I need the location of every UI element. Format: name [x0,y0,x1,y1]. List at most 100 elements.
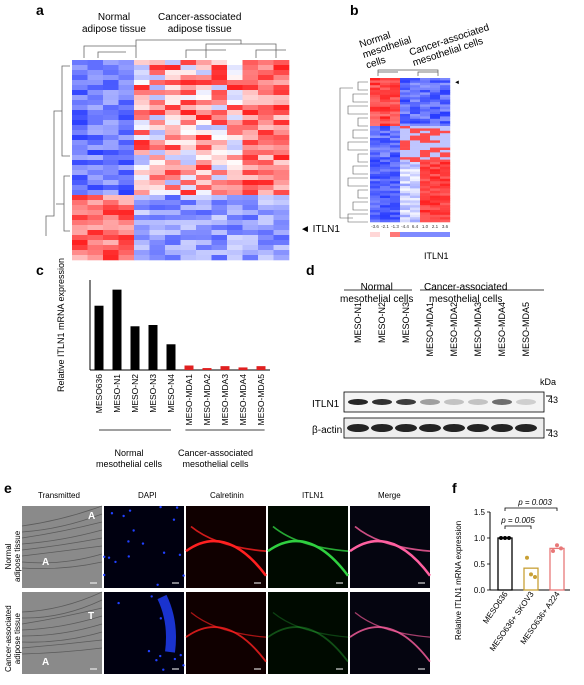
a-heat-cell [87,235,104,241]
b-heat-cell [370,135,381,139]
a-heat-cell [242,165,259,171]
a-heat-cell [87,80,104,86]
a-heat-cell [165,170,181,176]
a-heat-cell [118,150,135,156]
b-heat-cell [420,97,431,100]
b-heat-cell [410,152,421,156]
b-heat-cell [370,200,381,204]
b-heat-cell [430,123,441,127]
b-heat-cell [400,152,411,156]
e-fiber [21,537,103,551]
a-heat-cell [165,115,181,121]
a-heat-cell [134,155,150,161]
b-heat-cell [390,198,401,201]
e-signal-strand [349,539,431,577]
b-heat-cell [390,87,401,91]
a-heat-cell [149,185,166,191]
a-heat-cell [242,185,259,191]
b-heat-cell [440,114,451,117]
a-heat-cell [134,175,150,181]
b-heat-cell [440,181,451,184]
b-heat-cell [390,171,401,175]
b-heat-cell [390,111,401,115]
a-heat-cell [242,85,259,91]
a-heat-cell [72,245,88,251]
a-heat-cell [134,215,150,221]
b-heat-cell [440,80,451,84]
b-heat-cell [380,78,391,81]
b-heat-cell [430,138,441,141]
e-image-panel [22,506,102,588]
e-nucleus [182,574,185,577]
a-heat-cell [103,100,119,106]
c-bar [94,305,104,370]
a-heat-cell [72,230,88,236]
a-heat-cell [72,225,88,231]
b-heat-cell [390,104,401,108]
a-heat-cell [118,115,135,121]
a-heat-cell [258,235,274,241]
a-heat-cell [165,185,181,191]
a-heat-cell [227,185,243,191]
b-heat-cell [400,126,411,129]
a-heat-cell [211,125,228,131]
a-heat-cell [242,195,259,201]
b-itln1-label: ITLN1 [424,251,449,261]
a-heat-cell [134,125,150,131]
a-heat-cell [211,240,228,246]
a-heat-cell [196,95,212,101]
b-heat-cell [390,164,401,168]
a-heat-cell [273,80,290,86]
a-heat-cell [72,175,88,181]
a-heat-cell [258,140,274,146]
a-heat-cell [227,220,243,226]
b-heat-cell [400,195,411,199]
a-heat-cell [134,120,150,126]
d-band-actin [395,424,417,432]
a-group-cancer: Cancer-associated adipose tissue [158,12,242,35]
b-heat-cell [430,183,441,187]
b-heat-cell [430,140,441,144]
a-heat-cell [103,250,119,256]
b-heat-cell [410,188,421,192]
b-heat-cell [380,138,391,141]
a-heat-cell [118,210,135,216]
a-heat-cell [149,60,166,66]
b-heat-cell [370,130,381,134]
a-heat-cell [149,190,166,196]
b-heat-cell [390,174,401,177]
b-heat-cell [400,186,411,189]
c-bar [220,366,230,370]
d-lane-label: MESO-N3 [401,302,411,343]
panel-label-d: d [306,262,315,278]
f-data-point [525,555,529,560]
b-heat-cell [390,92,401,96]
a-heat-cell [103,90,119,96]
b-heat-cell [380,94,391,98]
a-heat-cell [180,220,197,226]
a-heat-cell [273,210,290,216]
a-heat-cell [72,60,88,66]
a-heat-cell [273,105,290,111]
b-heat-cell [370,109,381,112]
e-col-itln1: ITLN1 [302,491,324,500]
e-nucleus [103,555,106,559]
b-heat-cell [410,133,421,136]
a-heat-cell [227,150,243,156]
c-tick-label: MESO-MDA5 [256,374,266,426]
b-heat-cell [410,169,421,172]
b-heat-cell [430,198,441,201]
a-heat-cell [196,200,212,206]
b-heat-cell [420,205,431,208]
a-heat-cell [227,80,243,86]
b-heat-cell [400,128,411,132]
a-heat-cell [258,130,274,136]
b-heat-cell [380,92,391,96]
a-heat-cell [180,75,197,81]
a-heat-cell [118,205,135,211]
microscopy-grid-e [21,505,431,674]
b-heat-cell [380,82,391,86]
heatmap-b: -3.6 -2.1 -1.3 -4.4 6.4 1.0 2.1 3.6 ◄ [339,69,460,237]
d-band-itln1 [348,399,368,405]
b-heat-cell [430,217,441,220]
